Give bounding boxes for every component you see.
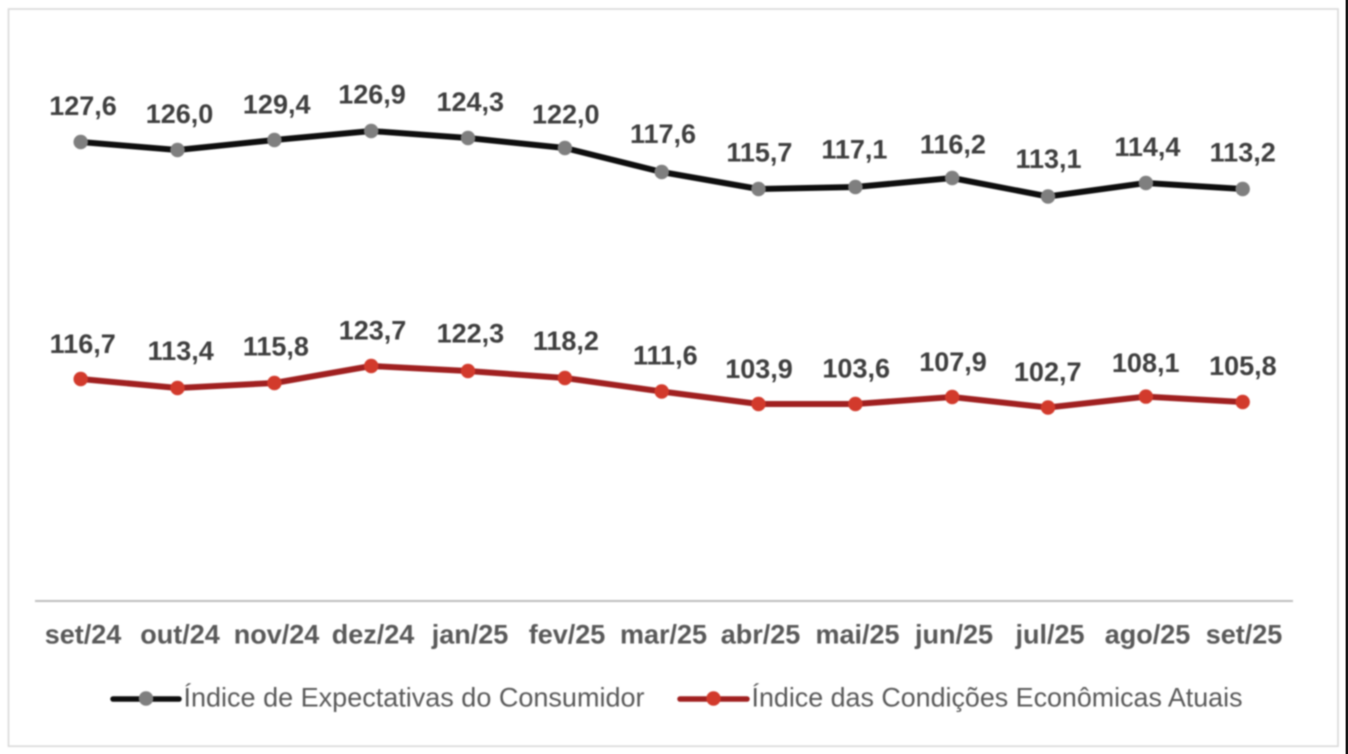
svg-text:108,1: 108,1	[1112, 348, 1180, 378]
svg-text:jun/25: jun/25	[914, 620, 993, 650]
svg-text:102,7: 102,7	[1014, 357, 1082, 387]
svg-text:123,7: 123,7	[339, 316, 407, 346]
svg-text:122,3: 122,3	[437, 319, 505, 349]
svg-text:103,9: 103,9	[725, 354, 793, 384]
svg-text:mai/25: mai/25	[815, 620, 899, 650]
svg-text:117,6: 117,6	[630, 119, 696, 149]
svg-text:111,6: 111,6	[633, 341, 698, 371]
svg-text:mar/25: mar/25	[620, 620, 707, 650]
svg-text:abr/25: abr/25	[721, 620, 801, 650]
svg-text:115,7: 115,7	[726, 138, 792, 168]
svg-text:115,8: 115,8	[243, 332, 309, 362]
svg-text:129,4: 129,4	[243, 90, 311, 120]
svg-text:103,6: 103,6	[822, 354, 890, 384]
svg-text:126,9: 126,9	[338, 80, 406, 110]
svg-text:107,9: 107,9	[919, 347, 987, 377]
svg-text:127,6: 127,6	[49, 91, 117, 121]
svg-text:117,1: 117,1	[821, 135, 887, 165]
svg-text:113,1: 113,1	[1015, 144, 1081, 174]
svg-text:126,0: 126,0	[146, 99, 214, 129]
svg-text:116,2: 116,2	[920, 130, 986, 160]
svg-text:nov/24: nov/24	[234, 620, 320, 650]
svg-text:114,4: 114,4	[1114, 132, 1180, 162]
svg-text:set/24: set/24	[45, 620, 122, 650]
svg-text:dez/24: dez/24	[332, 620, 415, 650]
svg-text:Índice das Condições Econômica: Índice das Condições Econômicas Atuais	[752, 683, 1243, 713]
svg-text:116,7: 116,7	[50, 329, 116, 359]
svg-text:113,4: 113,4	[148, 336, 214, 366]
svg-text:ago/25: ago/25	[1105, 620, 1191, 650]
svg-text:out/24: out/24	[140, 620, 220, 650]
svg-text:jul/25: jul/25	[1014, 620, 1084, 650]
svg-text:set/25: set/25	[1206, 620, 1283, 650]
svg-text:122,0: 122,0	[532, 100, 600, 130]
svg-text:Índice de Expectativas do Cons: Índice de Expectativas do Consumidor	[184, 683, 645, 713]
svg-text:113,2: 113,2	[1210, 138, 1276, 168]
svg-text:124,3: 124,3	[437, 87, 505, 117]
svg-text:jan/25: jan/25	[431, 620, 509, 650]
svg-text:fev/25: fev/25	[529, 620, 606, 650]
svg-text:105,8: 105,8	[1209, 351, 1277, 381]
svg-text:118,2: 118,2	[533, 326, 599, 356]
